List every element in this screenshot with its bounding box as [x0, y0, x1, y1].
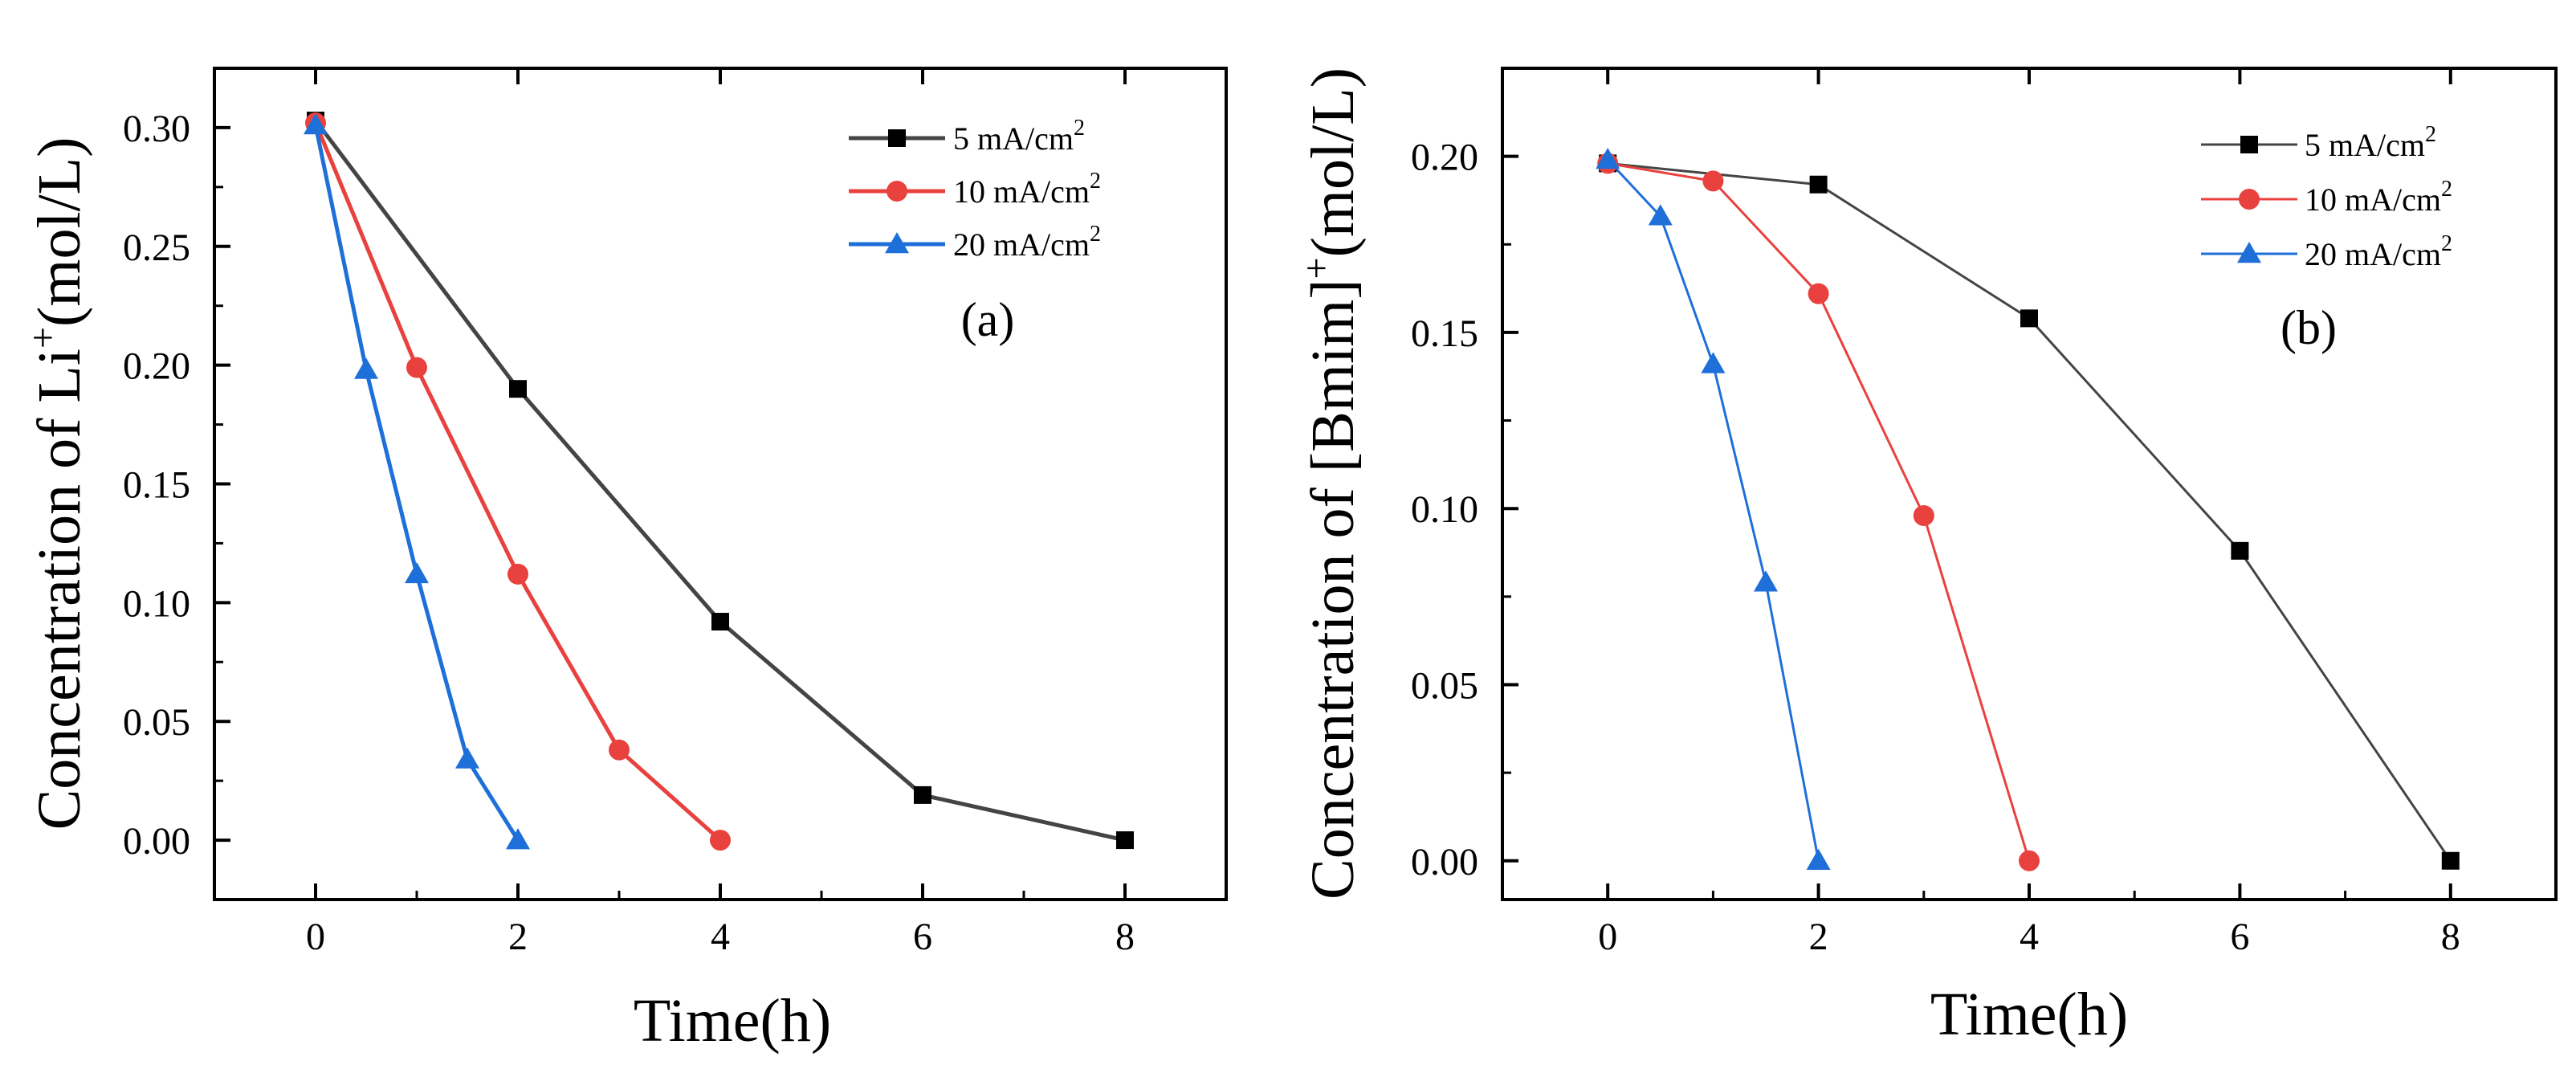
- y-tick-label: 0.15: [123, 464, 190, 507]
- data-point-s2-1: [354, 357, 378, 379]
- x-tick-label: 6: [913, 916, 932, 958]
- data-point-s0-2: [2020, 309, 2038, 328]
- legend-label-text: 5 mA/cm: [2305, 127, 2425, 163]
- data-point-s0-4: [1116, 831, 1134, 850]
- series-line-1: [313, 122, 722, 842]
- data-point-s0-1: [1809, 175, 1828, 194]
- y-tick-label: 0.10: [1411, 488, 1478, 531]
- x-tick-label: 8: [1115, 916, 1135, 958]
- panel-b: 0 2 4 6 8 0.00 0.05 0.10 0.15 0.20 Time(h) Concen…: [1295, 67, 2558, 1048]
- y-axis-title-main: Concentration of [Bmim]: [1299, 279, 1367, 900]
- y-axis-title: Concentration of Li+(mol/L): [22, 137, 93, 830]
- data-point-s2-0: [304, 112, 328, 135]
- legend-label-text: 20 mA/cm: [953, 226, 1090, 263]
- data-point-s0-3: [2231, 541, 2249, 560]
- data-point-s0-4: [2441, 851, 2460, 870]
- series-markers: [1596, 148, 2460, 871]
- data-point-s2-3: [1754, 570, 1778, 592]
- y-tick-label: 0.05: [1411, 664, 1478, 707]
- legend-marker-0: [2240, 136, 2258, 153]
- legend-marker-2: [2237, 242, 2261, 263]
- legend-marker-2: [885, 232, 909, 254]
- y-tick-label: 0.20: [123, 345, 190, 388]
- data-point-s0-3: [914, 785, 931, 804]
- data-point-s1-1: [1702, 170, 1724, 192]
- x-tick-label: 8: [2441, 916, 2460, 958]
- legend-label-2: 20 mA/cm2: [2305, 231, 2452, 272]
- y-tick-label: 0.00: [123, 820, 190, 863]
- data-point-s1-2: [507, 563, 528, 585]
- data-point-s1-3: [1913, 504, 1934, 526]
- legend-label-0: 5 mA/cm2: [2305, 122, 2436, 163]
- y-axis-title-sup: +: [22, 327, 64, 349]
- y-axis-title-tail: (mol/L): [1299, 67, 1367, 257]
- panel-tag: (b): [2280, 301, 2337, 354]
- data-point-s2-4: [506, 828, 530, 850]
- data-point-s1-4: [2019, 850, 2040, 871]
- legend-label-text: 10 mA/cm: [2305, 182, 2441, 218]
- legend-label-sup: 2: [2425, 122, 2436, 147]
- series-line-1: [1607, 161, 2031, 862]
- data-point-s2-4: [1806, 848, 1831, 871]
- y-axis-title-tail: (mol/L): [26, 137, 93, 327]
- data-point-s1-2: [1808, 283, 1829, 304]
- legend-label-sup: 2: [2441, 231, 2452, 256]
- legend-label-1: 10 mA/cm2: [2305, 177, 2452, 218]
- legend-label-text: 20 mA/cm: [2305, 236, 2441, 272]
- series-markers: [304, 112, 1134, 851]
- data-point-s1-4: [710, 830, 731, 851]
- data-point-s2-2: [1701, 352, 1726, 373]
- tick-labels: 0 2 4 6 8 0.00 0.05 0.10 0.15 0.20: [1411, 137, 2460, 958]
- legend-label-sup: 2: [1074, 116, 1085, 141]
- tick-labels: 0 2 4 6 8 0.00 0.05 0.10 0.15 0.20 0.25 0.30: [123, 108, 1135, 958]
- legend-label-text: 10 mA/cm: [953, 173, 1090, 210]
- legend-label-1: 10 mA/cm2: [953, 169, 1101, 210]
- x-axis-title: Time(h): [1930, 981, 2128, 1048]
- panel-tag: (a): [961, 293, 1015, 346]
- y-axis-title-sup: +: [1295, 257, 1338, 279]
- y-tick-label: 0.00: [1411, 841, 1478, 883]
- legend-label-text: 5 mA/cm: [953, 120, 1074, 157]
- x-tick-label: 2: [508, 916, 528, 958]
- data-point-s1-1: [406, 357, 427, 378]
- y-tick-label: 0.25: [123, 226, 190, 269]
- legend-marker-0: [888, 129, 906, 147]
- data-point-s0-2: [711, 613, 729, 631]
- data-point-s2-0: [1596, 148, 1620, 169]
- x-tick-label: 0: [306, 916, 325, 958]
- y-tick-label: 0.05: [123, 701, 190, 744]
- x-tick-label: 4: [711, 916, 730, 958]
- legend-marker-1: [2239, 189, 2260, 210]
- axis-ticks: [213, 67, 1228, 901]
- series-line-2: [1607, 159, 1820, 862]
- legend-label-2: 20 mA/cm2: [953, 222, 1101, 263]
- x-tick-label: 2: [1809, 916, 1828, 958]
- y-tick-label: 0.30: [123, 108, 190, 150]
- x-axis-title: Time(h): [634, 987, 831, 1055]
- legend-marker-1: [887, 181, 907, 202]
- y-axis-title: Concentration of [Bmim]+(mol/L): [1295, 67, 1367, 900]
- legend-label-0: 5 mA/cm2: [953, 116, 1085, 157]
- panel-a: 0 2 4 6 8 0.00 0.05 0.10 0.15 0.20 0.25 0.30 Time(h…: [22, 67, 1228, 1055]
- y-axis-title-main: Concentration of Li: [26, 349, 93, 830]
- data-point-s1-3: [609, 739, 630, 761]
- legend-label-sup: 2: [2441, 177, 2452, 202]
- axis-ticks: [1501, 67, 2558, 900]
- x-tick-label: 6: [2230, 916, 2249, 958]
- y-tick-label: 0.10: [123, 582, 190, 625]
- data-point-s2-3: [455, 747, 479, 769]
- series-line-2: [313, 124, 520, 842]
- data-point-s2-1: [1648, 204, 1673, 226]
- legend-label-sup: 2: [1090, 222, 1101, 247]
- data-point-s2-2: [405, 561, 429, 584]
- y-tick-label: 0.15: [1411, 312, 1478, 355]
- x-tick-label: 0: [1598, 916, 1617, 958]
- y-tick-label: 0.20: [1411, 137, 1478, 179]
- x-tick-label: 4: [2020, 916, 2039, 958]
- data-point-s0-1: [509, 380, 527, 398]
- legend-label-sup: 2: [1090, 169, 1101, 194]
